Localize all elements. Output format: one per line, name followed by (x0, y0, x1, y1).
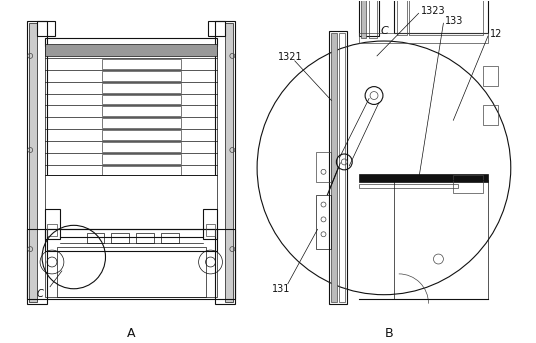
Bar (27, 229, 235, 299)
Text: 131: 131 (272, 284, 291, 294)
Bar (206, 224, 215, 236)
Bar (394, 0, 488, 33)
Bar (330, 31, 347, 304)
Bar (369, 0, 377, 38)
Bar (45, 38, 218, 46)
Bar (45, 46, 218, 175)
Text: C: C (36, 289, 43, 299)
Bar (207, 21, 226, 36)
Bar (101, 154, 181, 164)
Bar (409, 0, 483, 35)
Bar (101, 142, 181, 152)
Bar (87, 233, 105, 243)
Text: 1321: 1321 (278, 52, 302, 62)
Bar (27, 21, 47, 304)
Bar (101, 118, 181, 128)
Bar (111, 233, 129, 243)
Bar (47, 224, 57, 236)
Bar (397, 0, 407, 35)
Bar (101, 130, 181, 140)
Text: 12: 12 (490, 29, 502, 39)
Bar (339, 33, 345, 301)
Bar (226, 23, 233, 301)
Bar (45, 210, 60, 239)
Bar (45, 229, 218, 297)
Bar (203, 210, 218, 239)
Bar (37, 21, 55, 36)
Bar (101, 83, 181, 93)
Bar (161, 233, 179, 243)
Bar (29, 23, 37, 301)
Bar (101, 166, 181, 176)
Bar (359, 0, 379, 36)
Bar (136, 233, 154, 243)
Text: A: A (127, 327, 136, 340)
Text: 133: 133 (445, 16, 464, 26)
Bar (45, 229, 218, 251)
Text: C: C (380, 26, 388, 36)
Bar (101, 71, 181, 81)
Bar (316, 194, 331, 249)
Text: 1323: 1323 (421, 6, 445, 16)
Bar (394, 180, 488, 299)
Bar (45, 175, 218, 229)
Bar (483, 66, 498, 86)
Bar (359, 184, 458, 188)
Bar (483, 105, 498, 125)
Bar (453, 175, 483, 193)
Bar (215, 21, 235, 304)
Bar (361, 0, 366, 38)
Bar (101, 106, 181, 116)
Text: B: B (384, 327, 393, 340)
Bar (316, 152, 331, 182)
Bar (359, 33, 488, 43)
Bar (359, 174, 488, 182)
Bar (101, 95, 181, 105)
Bar (331, 33, 337, 301)
Bar (57, 247, 206, 297)
Bar (101, 59, 181, 69)
Bar (45, 44, 218, 56)
